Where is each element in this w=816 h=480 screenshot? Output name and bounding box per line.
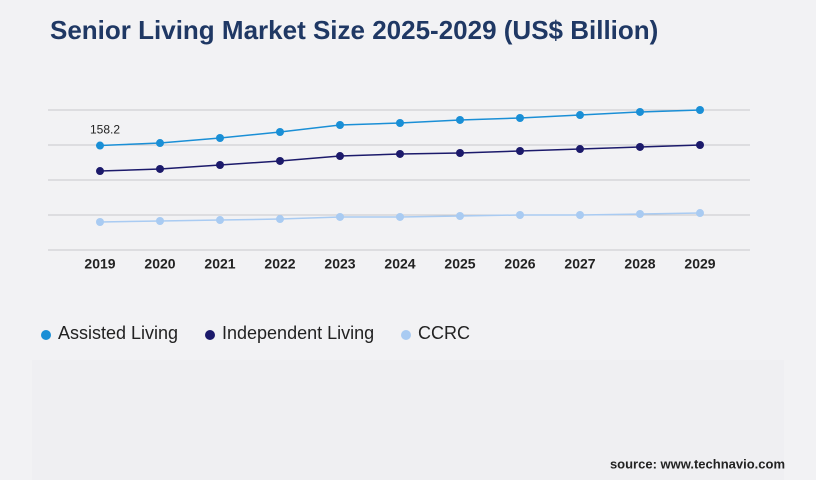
data-point <box>516 113 524 122</box>
data-point <box>336 212 344 221</box>
x-tick-label: 2029 <box>684 256 715 272</box>
x-tick-label: 2023 <box>324 256 355 272</box>
x-tick-label: 2025 <box>444 256 475 272</box>
lower-panel <box>32 360 784 480</box>
data-point <box>636 107 644 116</box>
data-point <box>396 119 404 128</box>
legend-label: Assisted Living <box>58 323 178 343</box>
data-point <box>156 217 164 226</box>
data-point <box>456 148 464 157</box>
data-point <box>216 161 224 170</box>
data-point <box>96 218 104 226</box>
data-point <box>216 134 224 142</box>
data-point <box>336 120 344 129</box>
legend-label: Independent Living <box>222 323 374 343</box>
x-tick-label: 2024 <box>384 256 415 272</box>
x-tick-label: 2021 <box>204 256 235 272</box>
data-label: 158.2 <box>90 123 120 137</box>
x-tick-label: 2027 <box>564 256 595 272</box>
data-point <box>576 211 584 219</box>
x-tick-label: 2020 <box>144 256 175 272</box>
data-point <box>396 212 404 221</box>
data-point <box>276 156 284 165</box>
series-line <box>99 109 701 147</box>
data-point <box>456 115 464 124</box>
data-point <box>216 216 224 225</box>
series-line <box>99 144 701 172</box>
data-point <box>276 127 284 136</box>
source: source: www.technavio.com <box>610 456 785 471</box>
data-point <box>576 145 584 154</box>
data-point <box>516 211 524 219</box>
data-point <box>696 141 704 149</box>
legend-marker <box>41 330 51 340</box>
data-point <box>456 211 464 220</box>
legend-marker <box>401 330 411 340</box>
x-tick-label: 2026 <box>504 256 535 272</box>
x-tick-label: 2022 <box>264 256 295 272</box>
data-point <box>636 142 644 151</box>
data-point <box>156 139 164 148</box>
legend-label: CCRC <box>418 323 470 343</box>
data-point <box>696 106 704 114</box>
data-point <box>276 215 284 224</box>
x-tick-label: 2028 <box>624 256 655 272</box>
chart-title: Senior Living Market Size 2025-2029 (US$… <box>50 15 658 45</box>
data-point <box>576 111 584 120</box>
data-point <box>156 164 164 173</box>
data-point <box>96 141 104 150</box>
data-point <box>396 149 404 158</box>
data-point <box>696 209 704 218</box>
x-tick-label: 2019 <box>84 256 115 272</box>
data-point <box>636 210 644 219</box>
data-point <box>96 167 104 176</box>
data-point <box>336 152 344 161</box>
data-point <box>516 147 524 156</box>
legend-marker <box>205 330 215 340</box>
